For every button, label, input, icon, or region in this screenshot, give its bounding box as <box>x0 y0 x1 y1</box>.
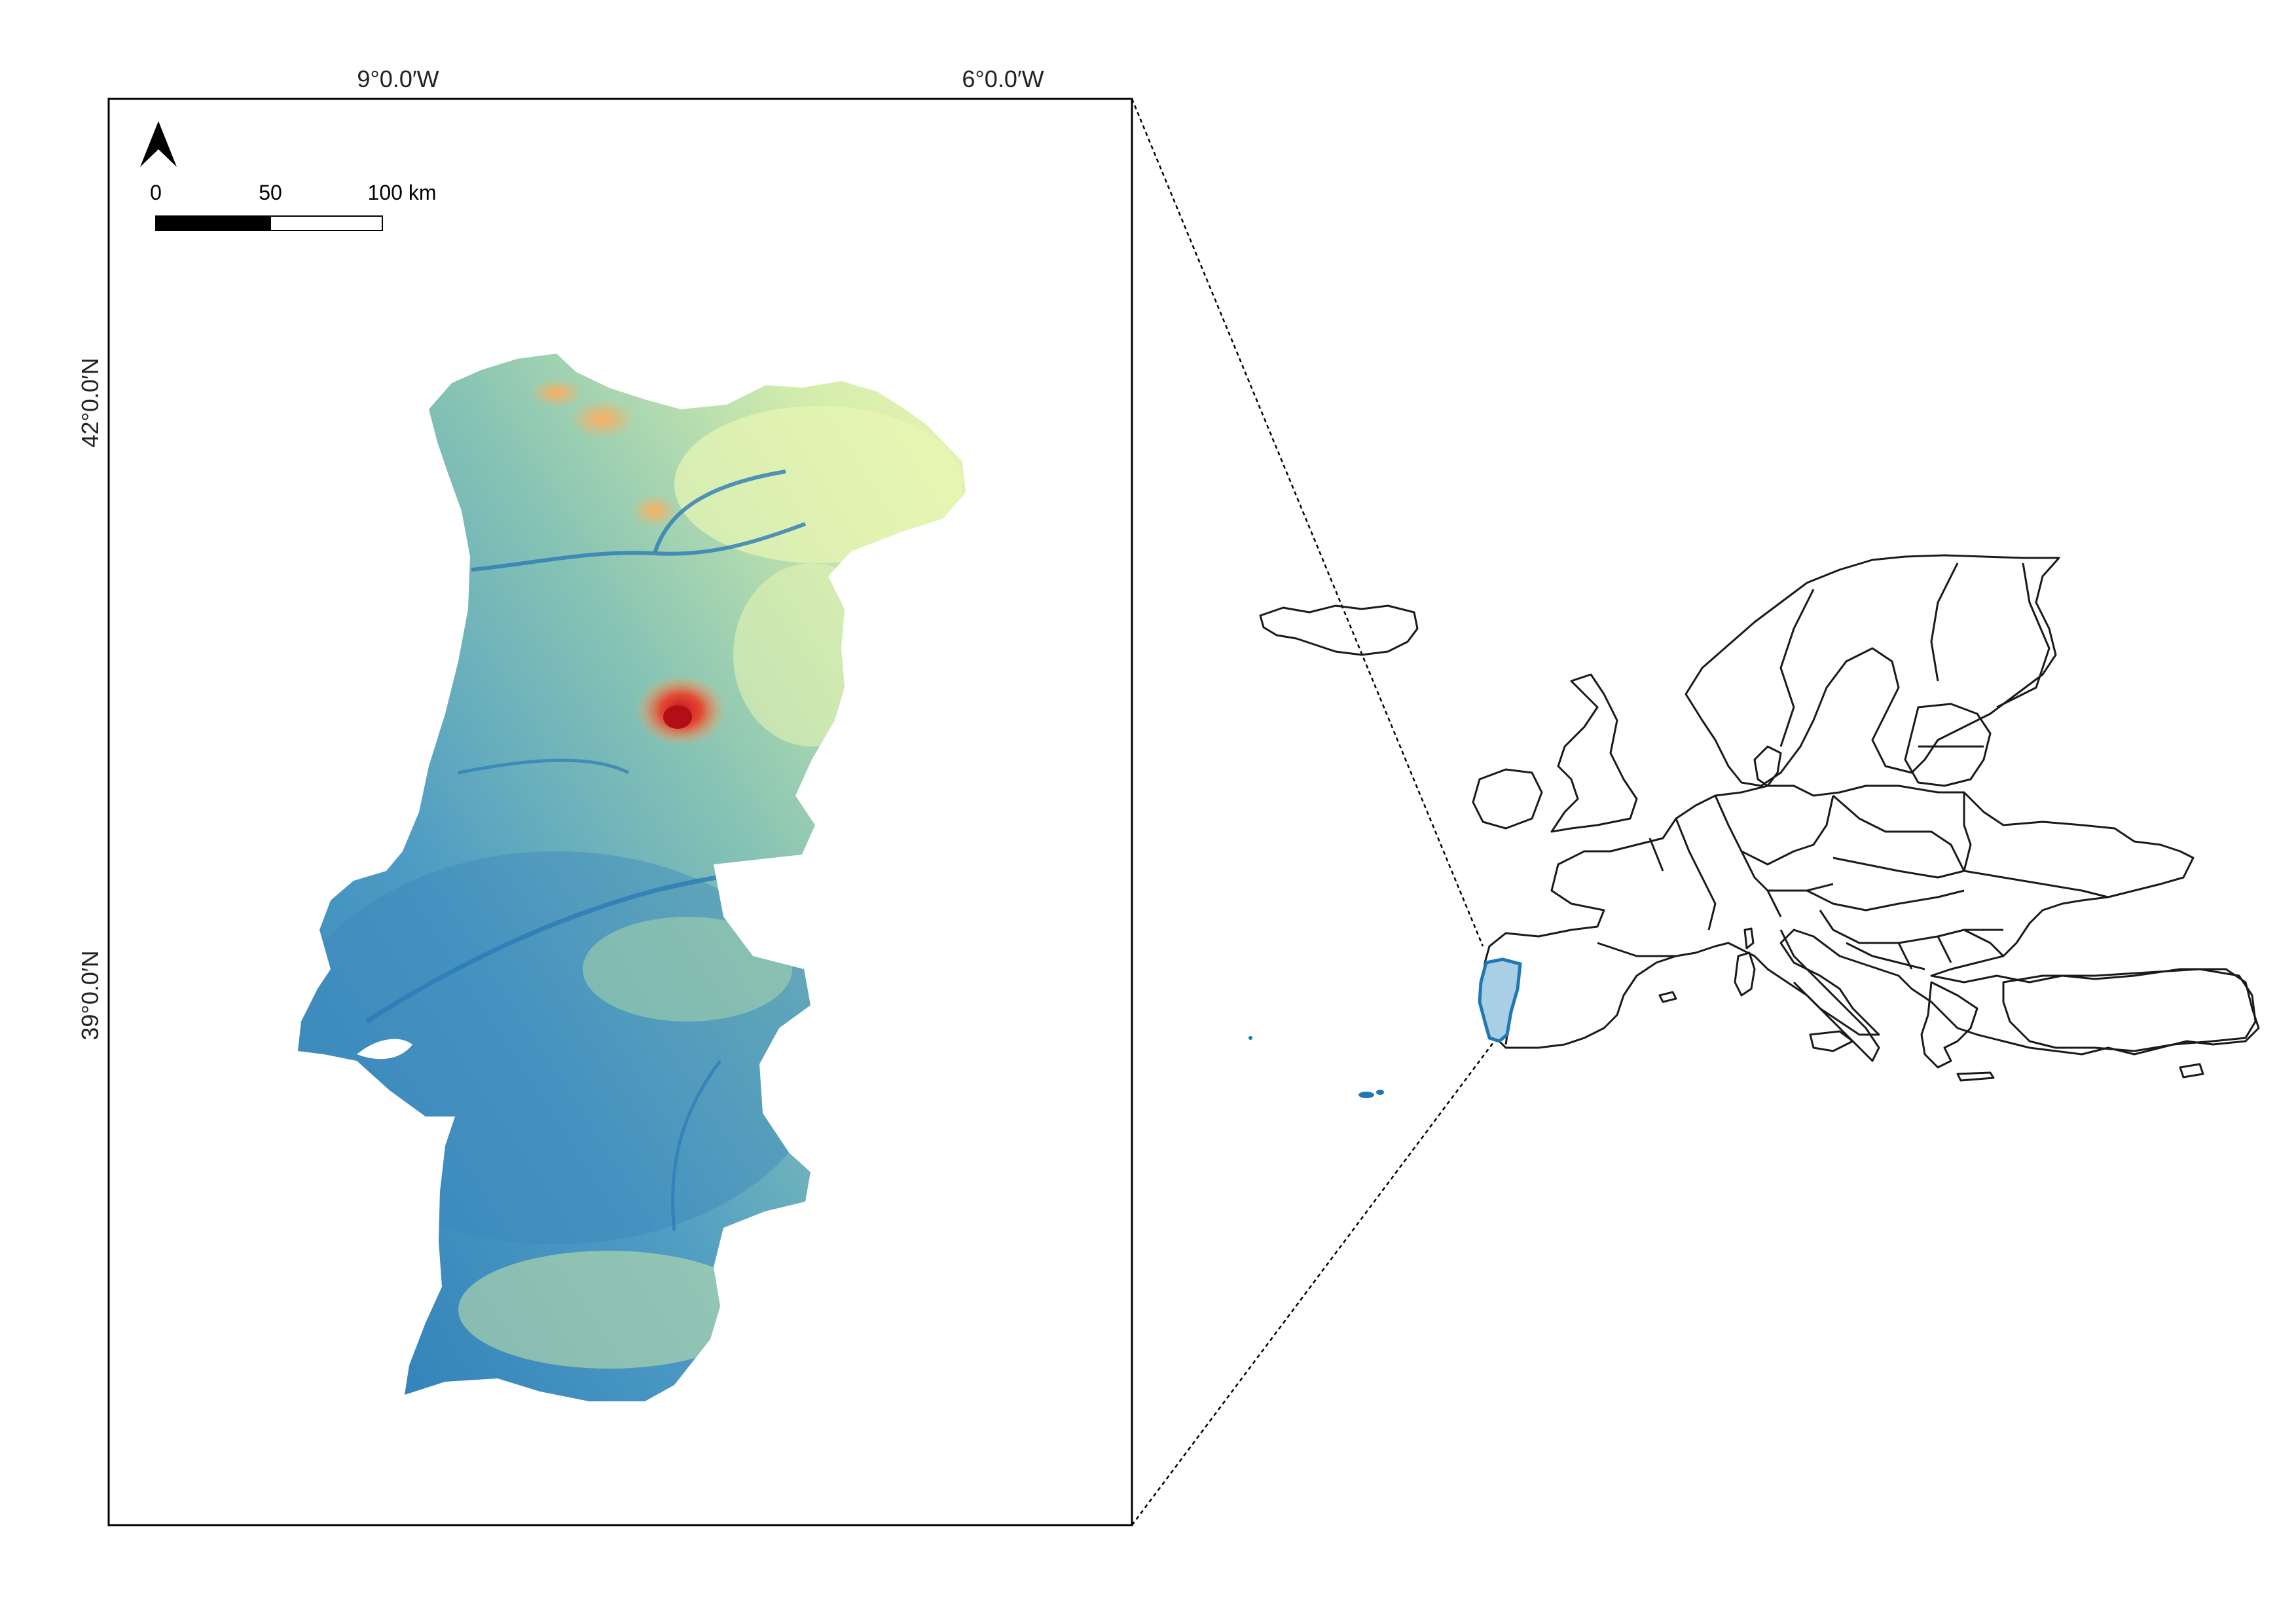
sweden-finland-border <box>1930 563 1959 682</box>
ireland <box>1472 768 1543 830</box>
iceland <box>1259 604 1419 656</box>
baltic-states <box>1904 703 1992 787</box>
inset-europe-map <box>1259 554 2260 1082</box>
great-britain <box>1550 673 1638 833</box>
scandinavia <box>1685 554 2060 787</box>
central-europe-borders <box>1766 889 2003 944</box>
inset-portugal-highlight <box>1478 957 1522 1043</box>
connector-lines <box>1131 98 1501 1526</box>
sicily <box>1809 1030 1854 1052</box>
lon-label-9w: 9°0.0′W <box>357 65 439 92</box>
balearic-islands <box>1658 991 1677 1003</box>
cyprus <box>2179 1063 2204 1079</box>
scale-bar: 0 50 100 km <box>150 181 436 231</box>
lon-label-6w: 6°0.0′W <box>962 65 1044 92</box>
france-borders <box>1649 818 1717 931</box>
norway-sweden-border <box>1779 589 1815 747</box>
eastern-europe-borders <box>1963 792 2109 898</box>
lat-label-39n: 39°0.0′N <box>77 950 103 1040</box>
main-map: 9°0.0′W 6°0.0′W 42°0.0′N 39°0.0′N 0 50 1… <box>77 65 1133 1526</box>
denmark <box>1753 745 1782 787</box>
poland-borders <box>1832 794 1965 879</box>
scale-label-100km: 100 km <box>368 181 437 204</box>
italy <box>1779 929 1880 1062</box>
scale-label-50: 50 <box>259 181 282 204</box>
germany-borders <box>1714 795 1834 892</box>
balkan-borders <box>1846 929 2005 970</box>
finland-russia-border <box>1996 563 2050 709</box>
atlantic-islands <box>1248 1036 1384 1098</box>
tagus-estuary <box>357 1039 412 1060</box>
scale-label-0: 0 <box>150 181 162 204</box>
turkey <box>2002 968 2257 1052</box>
corsica <box>1743 927 1755 950</box>
greece <box>1920 981 1978 1069</box>
sardinia <box>1734 951 1756 997</box>
north-arrow-icon <box>140 121 177 167</box>
lat-label-42n: 42°0.0′N <box>77 358 103 447</box>
crete <box>1956 1071 1995 1082</box>
pyrenees-border <box>1597 942 1676 957</box>
continental-europe <box>1482 784 2260 1056</box>
